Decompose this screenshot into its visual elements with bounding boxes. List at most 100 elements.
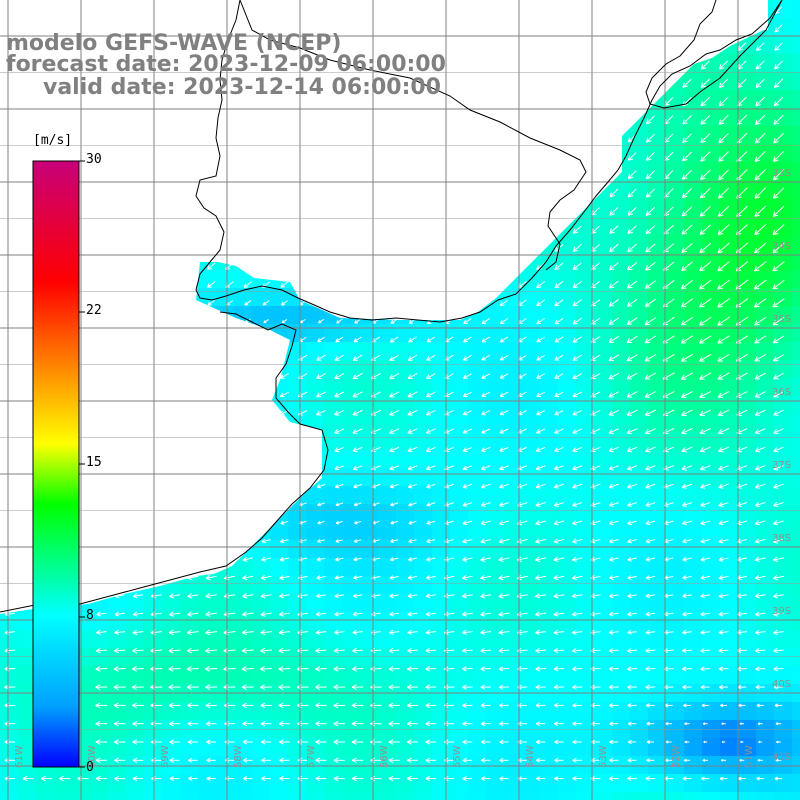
wind-arrow (187, 702, 199, 709)
wind-arrow (280, 520, 289, 525)
wind-arrow (755, 96, 766, 107)
wind-arrow (772, 224, 785, 236)
wind-arrow (572, 373, 582, 379)
wind-arrow (754, 187, 766, 199)
colorbar-tick-22: 22 (86, 303, 102, 318)
wind-arrow (480, 483, 491, 489)
wind-arrow (114, 739, 126, 745)
wind-arrow (608, 538, 619, 544)
wind-arrow (278, 720, 290, 727)
wind-arrow (758, 740, 763, 744)
wind-arrow (772, 298, 785, 308)
wind-arrow (717, 353, 730, 362)
wind-arrow (572, 648, 583, 654)
wind-arrow (242, 574, 254, 581)
wind-arrow (553, 684, 564, 690)
wind-arrow (627, 262, 638, 271)
wind-arrow (553, 611, 565, 617)
wind-arrow (553, 556, 565, 562)
forecast-date: forecast date: 2023-12-09 06:00:00 (6, 52, 446, 77)
wind-arrow (426, 373, 436, 379)
wind-arrow (684, 740, 690, 744)
wind-arrow (407, 373, 418, 380)
wind-arrow (205, 574, 217, 581)
wind-arrow (334, 428, 345, 434)
coastline (0, 0, 783, 613)
wind-arrow (388, 739, 400, 745)
wind-arrow (700, 60, 710, 70)
wind-arrow (205, 647, 218, 654)
wind-arrow (498, 556, 510, 562)
wind-arrow (132, 593, 144, 599)
wind-arrow (772, 205, 785, 217)
wind-arrow (498, 666, 510, 672)
wind-arrow (536, 757, 546, 763)
wind-arrow (406, 720, 418, 727)
wind-arrow (717, 261, 730, 272)
wind-arrow (351, 720, 364, 727)
wind-arrow (681, 243, 693, 253)
wind-arrow (535, 684, 546, 690)
wind-arrow (627, 502, 638, 507)
wind-arrow (772, 316, 785, 326)
wind-arrow (333, 775, 345, 782)
wind-arrow (775, 722, 782, 726)
wind-arrow (278, 684, 291, 690)
wind-arrow (608, 428, 620, 434)
wind-arrow (572, 299, 582, 307)
wind-arrows (4, 6, 785, 782)
wind-arrow (681, 428, 693, 435)
wind-arrow (699, 224, 712, 235)
wind-arrow (262, 300, 270, 306)
wind-arrow (754, 483, 766, 489)
wind-arrow (480, 647, 492, 654)
wind-arrow (645, 465, 656, 471)
wind-arrow (701, 776, 710, 781)
wind-arrow (132, 757, 144, 763)
wind-arrow (535, 520, 546, 526)
wind-arrow (426, 520, 436, 525)
wind-arrow (754, 593, 766, 599)
wind-arrow (753, 279, 767, 290)
wind-arrow (113, 702, 126, 709)
wind-arrow (554, 317, 564, 325)
wind-arrow (261, 556, 272, 562)
wind-arrow (700, 648, 711, 654)
wind-arrow (553, 593, 565, 599)
wind-arrow (553, 574, 565, 581)
wind-arrow (683, 758, 691, 763)
wind-arrow (498, 520, 510, 526)
wind-arrow (335, 336, 344, 343)
wind-arrow (260, 684, 272, 690)
wind-arrow (481, 391, 491, 397)
wind-arrow (535, 611, 547, 617)
wind-arrow (241, 647, 254, 654)
wind-arrow (700, 611, 711, 617)
wind-arrow (132, 702, 144, 709)
wind-arrow (296, 666, 309, 672)
wind-arrow (776, 740, 781, 744)
wind-arrow (681, 261, 693, 272)
wind-arrow (680, 353, 694, 362)
wind-arrow (425, 666, 437, 672)
wind-arrow (462, 556, 473, 562)
wind-arrow (499, 428, 509, 434)
wind-arrow (572, 502, 583, 507)
wind-arrow (132, 647, 144, 654)
wind-arrow (426, 336, 436, 343)
wind-arrow (700, 575, 711, 580)
wind-arrow (700, 483, 711, 489)
wind-arrow (462, 483, 473, 489)
wind-arrow (665, 758, 673, 763)
wind-arrow (536, 354, 545, 361)
wind-arrow (773, 391, 784, 398)
wind-arrow (481, 776, 491, 781)
wind-arrow (260, 702, 272, 709)
wind-arrow (113, 720, 126, 727)
wind-arrow (683, 703, 691, 708)
wind-arrow (315, 647, 327, 654)
colorbar-unit: [m/s] (33, 133, 73, 148)
wind-arrow (186, 666, 199, 672)
wind-arrow (773, 647, 784, 654)
wind-arrow (407, 409, 418, 416)
